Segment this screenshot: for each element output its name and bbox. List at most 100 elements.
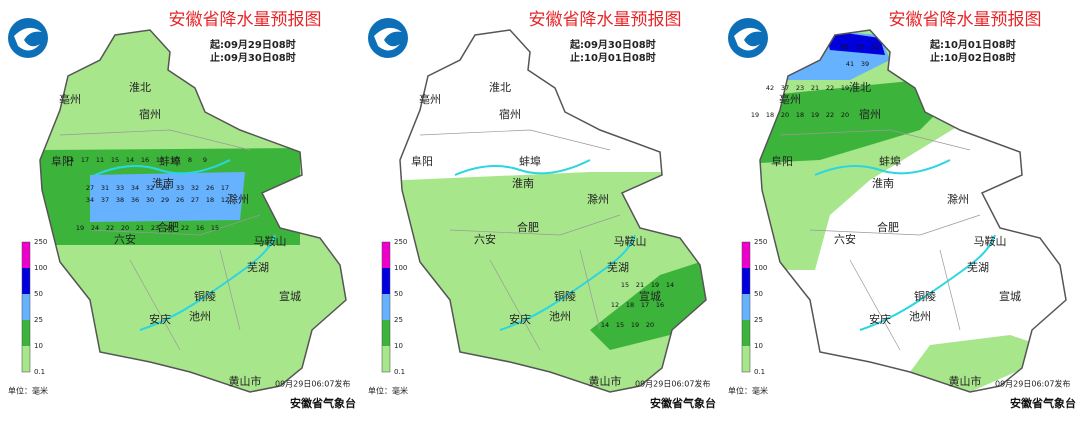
grid-value: 12	[221, 196, 229, 204]
boundary	[59, 129, 261, 351]
grid-value: 20	[121, 224, 129, 232]
city-label: 黄山市	[589, 374, 622, 388]
city-label: 宿州	[859, 107, 881, 121]
grid-value: 41	[846, 60, 854, 68]
unit: 单位：毫米	[8, 386, 48, 396]
grid-value: 21	[811, 84, 819, 92]
legend-bar	[21, 241, 31, 373]
city-label: 马鞍山	[614, 234, 647, 248]
grid-value: 19	[651, 281, 659, 289]
start-time: 起:09月30日08时	[569, 38, 656, 51]
legend-label: 0.1	[34, 368, 45, 376]
grid-value: 19	[811, 111, 819, 119]
grid-value: 18	[626, 301, 634, 309]
legend-label: 100	[34, 264, 47, 272]
city-label: 淮南	[152, 177, 174, 190]
legend-label: 0.1	[394, 368, 405, 376]
grid-value: 34	[86, 196, 94, 204]
city-label: 亳州	[59, 92, 81, 106]
unit: 单位：毫米	[368, 386, 408, 396]
grid-value: 14	[601, 321, 609, 329]
grid-value: 52	[871, 43, 879, 51]
legend-label: 250	[34, 238, 47, 246]
grid-value: 12	[611, 301, 619, 309]
city-label: 合肥	[517, 220, 539, 234]
city-label: 淮北	[849, 81, 871, 94]
grid-value: 9	[203, 156, 207, 164]
legend-label: 0.1	[754, 368, 765, 376]
grid-value: 32	[191, 184, 199, 192]
city-label: 蚌埠	[879, 154, 901, 168]
city-label: 芜湖	[967, 260, 989, 274]
grid-value: 14	[666, 281, 674, 289]
unit: 单位：毫米	[728, 386, 768, 396]
city-label: 阜阳	[411, 155, 433, 168]
city-label: 滁州	[587, 192, 609, 206]
city-label: 亳州	[779, 92, 801, 106]
river	[454, 159, 636, 331]
issuer: 安徽省气象台	[650, 396, 716, 410]
grid-value: 21	[636, 281, 644, 289]
city-label: 黄山市	[229, 374, 262, 388]
grid-value: 39	[861, 60, 869, 68]
city-label: 淮北	[129, 81, 151, 94]
grid-value: 19	[631, 321, 639, 329]
city-label: 池州	[909, 310, 931, 323]
legend-label: 25	[34, 316, 43, 324]
city-label: 淮北	[489, 81, 511, 94]
city-label: 六安	[834, 232, 856, 246]
grid-value: 20	[781, 111, 789, 119]
legend-label: 250	[754, 238, 767, 246]
grid-value: 26	[206, 184, 214, 192]
grid-value: 15	[616, 321, 624, 329]
legend-label: 25	[394, 316, 403, 324]
grid-value: 10	[171, 156, 179, 164]
city-label: 宿州	[499, 107, 521, 121]
grid-value: 33	[116, 184, 124, 192]
grid-value: 15	[621, 281, 629, 289]
grid-value: 15	[111, 156, 119, 164]
publish-time: 09月29日06:07发布	[995, 379, 1070, 389]
grid-value: 24	[91, 224, 99, 232]
grid-value: 30	[146, 196, 154, 204]
grid-value: 38	[116, 196, 124, 204]
city-label: 宿州	[139, 107, 161, 121]
start-time: 起:10月01日08时	[929, 38, 1016, 51]
grid-value: 15	[211, 224, 219, 232]
grid-value: 31	[101, 184, 109, 192]
grid-value: 57	[856, 43, 864, 51]
logo	[368, 18, 408, 58]
grid-value: 23	[151, 224, 159, 232]
grid-value: 22	[106, 224, 114, 232]
grid-value: 18	[206, 196, 214, 204]
city-label: 蚌埠	[519, 154, 541, 168]
legend-label: 50	[394, 290, 403, 298]
city-label: 合肥	[877, 220, 899, 234]
grid-value: 17	[81, 156, 89, 164]
map-title: 安徽省降水量预报图	[529, 10, 682, 30]
logo-swirl	[734, 27, 762, 51]
grid-value: 22	[826, 84, 834, 92]
city-label: 黄山市	[949, 374, 982, 388]
city-label: 合肥	[157, 220, 179, 234]
city-label: 芜湖	[247, 260, 269, 274]
boundary	[419, 129, 621, 351]
city-label: 滁州	[227, 192, 249, 206]
grid-value: 37	[101, 196, 109, 204]
grid-value: 20	[646, 321, 654, 329]
grid-value: 14	[126, 156, 134, 164]
city-label: 淮南	[872, 177, 894, 190]
logo	[728, 18, 768, 58]
grid-value: 16	[656, 301, 664, 309]
city-label: 安庆	[869, 312, 891, 326]
map-title: 安徽省降水量预报图	[169, 10, 322, 30]
city-label: 安庆	[149, 312, 171, 326]
legend-label: 100	[754, 264, 767, 272]
city-label: 淮南	[512, 177, 534, 190]
grid-value: 14	[66, 156, 74, 164]
grid-value: 19	[841, 84, 849, 92]
